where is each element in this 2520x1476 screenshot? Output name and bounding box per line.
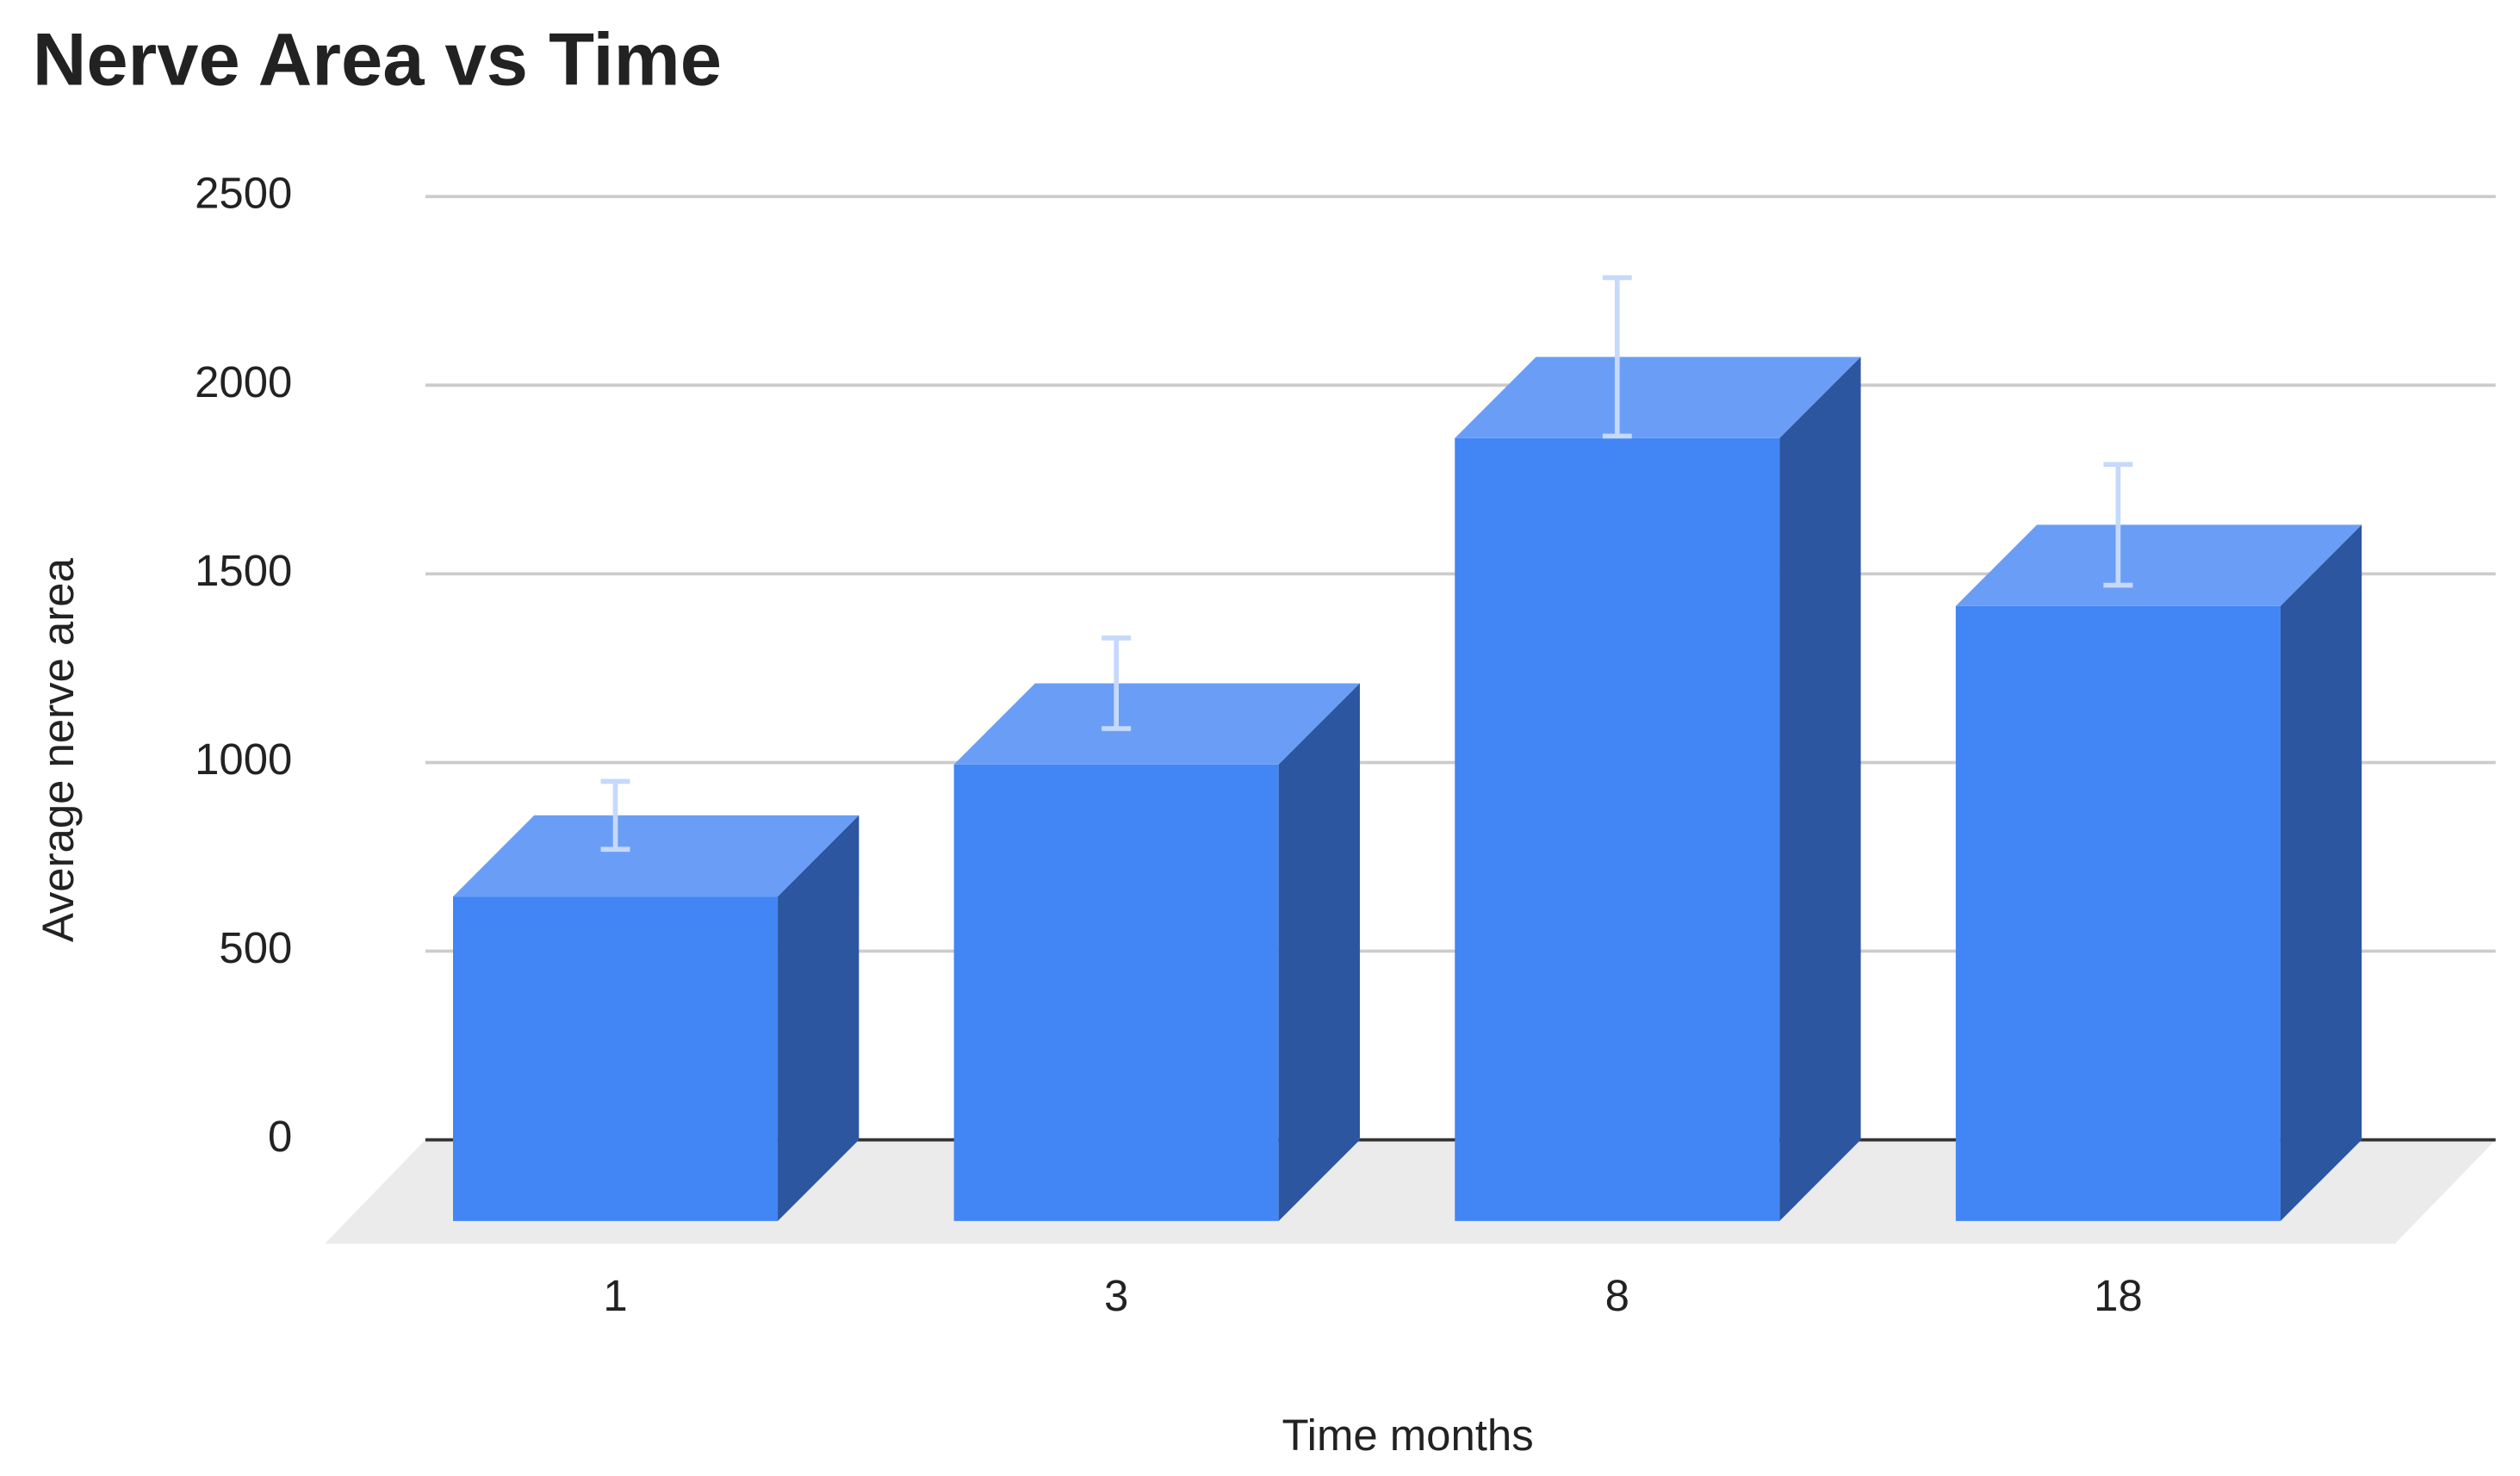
bar-side (1779, 357, 1861, 1221)
bar-side (1278, 683, 1360, 1221)
y-tick-label: 0 (268, 1112, 292, 1161)
error-bar (600, 778, 630, 853)
x-axis-title: Time months (1282, 1411, 1533, 1460)
bar-front (1955, 605, 2281, 1221)
bar-side (778, 815, 860, 1221)
y-tick-label: 1500 (195, 546, 292, 595)
y-tick-label: 500 (219, 923, 292, 972)
bar (453, 815, 860, 1221)
bar (953, 683, 1360, 1221)
bar-top (1955, 524, 2362, 606)
error-bar (1102, 636, 1132, 731)
bar-front (1455, 437, 1780, 1221)
bar (1455, 357, 1861, 1221)
y-tick-label: 1000 (195, 735, 292, 784)
error-bar (2103, 462, 2133, 588)
y-tick-label: 2000 (195, 357, 292, 406)
x-tick-label: 8 (1605, 1271, 1629, 1320)
bar-side (2280, 524, 2362, 1221)
x-tick-label: 1 (603, 1271, 627, 1320)
x-tick-label: 3 (1104, 1271, 1128, 1320)
bar (1955, 524, 2362, 1221)
error-bar (1602, 275, 1632, 439)
bar-top (953, 683, 1360, 765)
bar-top (1455, 357, 1861, 438)
y-tick-label: 2500 (195, 169, 292, 218)
x-tick-label: 18 (2094, 1271, 2143, 1320)
y-axis-title: Average nerve area (34, 557, 83, 942)
chart-title: Nerve Area vs Time (33, 17, 722, 101)
bar-front (953, 764, 1279, 1221)
bar-top (453, 815, 860, 897)
bar-front (453, 896, 779, 1221)
floor (325, 1139, 2496, 1244)
